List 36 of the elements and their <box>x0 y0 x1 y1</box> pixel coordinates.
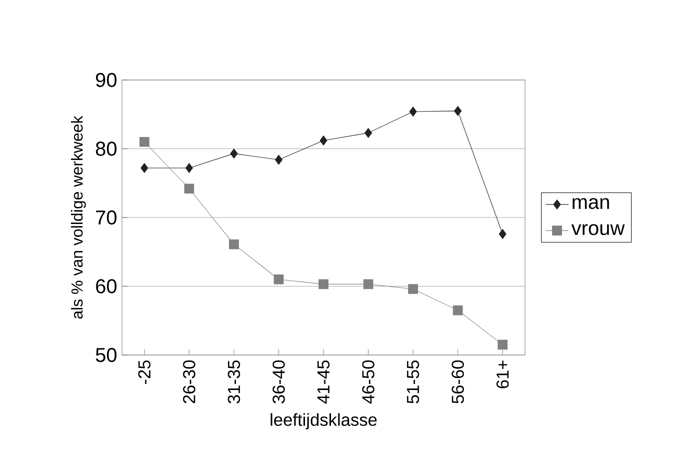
point <box>498 340 508 350</box>
point <box>454 106 462 116</box>
x-tick-label: 31-35 <box>228 360 240 404</box>
x-tick-label: 56-60 <box>452 360 464 404</box>
point <box>139 136 150 147</box>
point <box>274 274 284 284</box>
legend-label: vrouw <box>571 224 625 236</box>
point <box>140 163 148 173</box>
y-tick-label: 70 <box>96 210 116 225</box>
y-tick-label: 50 <box>96 348 116 362</box>
legend-label: man <box>572 198 609 210</box>
point <box>318 279 328 290</box>
x-tick-label: 41-45 <box>317 360 330 404</box>
y-tick-label: 60 <box>96 279 116 294</box>
point <box>364 128 372 138</box>
y-axis-title: als % van volldige werkweek <box>70 116 86 319</box>
x-tick-label: 46-50 <box>362 360 374 404</box>
point <box>409 106 417 117</box>
y-tick-label: 80 <box>96 142 116 156</box>
point <box>363 279 374 290</box>
point <box>184 184 194 194</box>
y-tick-label: 90 <box>96 72 116 88</box>
x-tick-label: 51-55 <box>407 360 420 404</box>
point <box>274 154 282 165</box>
point <box>408 284 418 294</box>
point <box>230 148 238 158</box>
point <box>320 136 328 146</box>
x-axis-title: leeftijdsklasse <box>270 413 377 430</box>
point <box>498 229 506 239</box>
point <box>229 239 239 250</box>
x-tick-label: 61+ <box>496 360 509 388</box>
point <box>185 163 193 173</box>
x-tick-label: -25 <box>138 360 151 384</box>
point <box>452 305 463 316</box>
x-tick-label: 36-40 <box>272 360 285 404</box>
x-tick-label: 26-30 <box>183 360 196 404</box>
